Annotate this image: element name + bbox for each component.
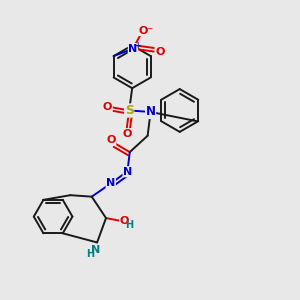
Text: N: N — [128, 44, 138, 54]
Text: O: O — [155, 46, 164, 57]
Text: O⁻: O⁻ — [138, 26, 154, 35]
Text: N: N — [123, 167, 132, 177]
Text: N: N — [146, 106, 156, 118]
Text: H: H — [125, 220, 134, 230]
Text: +: + — [135, 41, 141, 50]
Text: O: O — [122, 129, 131, 139]
Text: O: O — [120, 216, 129, 226]
Text: O: O — [106, 135, 116, 145]
Text: H: H — [86, 249, 94, 259]
Text: N: N — [91, 244, 100, 255]
Text: N: N — [106, 178, 116, 188]
Text: S: S — [125, 104, 134, 117]
Text: O: O — [103, 103, 112, 112]
